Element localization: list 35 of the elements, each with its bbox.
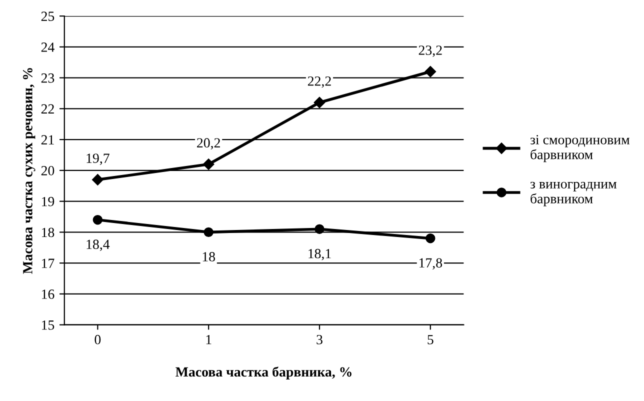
data-label: 23,2 (418, 46, 442, 57)
y-tick-label: 16 (42, 290, 54, 299)
data-label: 20,2 (197, 138, 220, 150)
point (424, 66, 436, 78)
x-axis-title: Масова частка барвника, % (176, 366, 352, 380)
y-tick-label: 25 (41, 12, 54, 21)
y-tick-label: 24 (41, 42, 54, 52)
y-tick-label: 20 (41, 166, 54, 176)
data-label: 18 (202, 252, 215, 262)
y-tick-label: 21 (41, 135, 54, 144)
x-tick-label: 1 (206, 335, 212, 344)
point (314, 96, 326, 108)
point (204, 227, 214, 238)
point (426, 233, 436, 244)
x-tick-label: 0 (94, 334, 101, 344)
data-label: 22,2 (308, 76, 331, 88)
point (202, 158, 214, 170)
point (92, 214, 103, 225)
y-tick-label: 22 (41, 104, 54, 114)
y-axis-title: Масова частка сухих речовин, % (23, 68, 36, 274)
data-label: 18,1 (308, 248, 331, 260)
point (314, 224, 324, 234)
data-label: 19,7 (86, 154, 110, 165)
y-tick-label: 19 (42, 196, 54, 206)
y-tick-label: 18 (42, 228, 54, 238)
x-tick-label: 3 (316, 334, 322, 344)
y-tick-label: 17 (42, 258, 54, 268)
data-label: 17,8 (419, 258, 442, 270)
y-tick-label: 23 (41, 73, 54, 83)
legend-label: зі смородиновим барвником (530, 135, 630, 162)
data-label: 18,4 (86, 240, 110, 252)
legend-label: з виноградним барвником (530, 182, 617, 206)
point (92, 174, 104, 186)
y-tick-label: 15 (42, 320, 54, 330)
x-tick-label: 5 (428, 335, 434, 344)
